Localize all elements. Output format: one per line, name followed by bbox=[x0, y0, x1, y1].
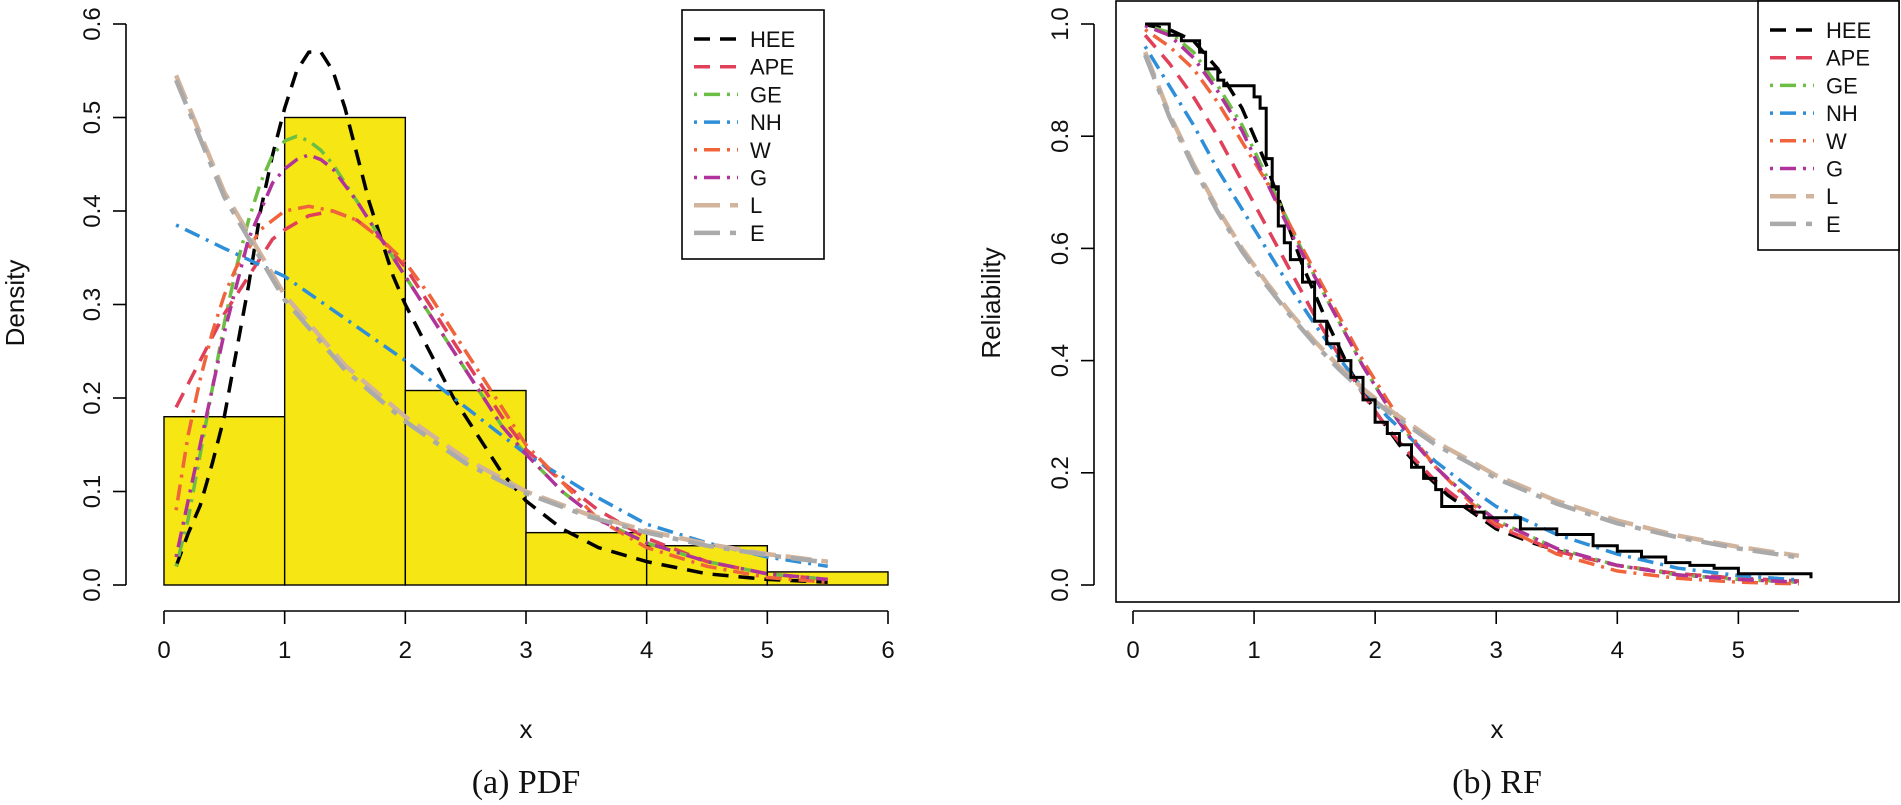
curve-g bbox=[174, 153, 828, 582]
legend-label-hee: HEE bbox=[750, 27, 795, 52]
curve-ape bbox=[1143, 34, 1799, 583]
histogram-bar bbox=[163, 416, 286, 586]
legend-label-nh: NH bbox=[1826, 101, 1858, 126]
y-tick-label: 0.6 bbox=[1047, 232, 1074, 265]
x-tick-label: 3 bbox=[1490, 637, 1503, 664]
legend-label-nh: NH bbox=[750, 110, 782, 135]
legend-label-hee: HEE bbox=[1826, 18, 1871, 43]
x-tick-label: 5 bbox=[761, 637, 774, 664]
y-tick-label: 0.5 bbox=[79, 101, 106, 134]
histogram-bar bbox=[283, 116, 407, 586]
x-tick-label: 0 bbox=[1126, 637, 1139, 664]
rf-x-ticks: 0 1 2 3 4 5 bbox=[1126, 611, 1745, 664]
curve-g bbox=[1144, 24, 1799, 584]
rf-plot-frame bbox=[1115, 0, 1900, 603]
curve-w bbox=[1144, 28, 1799, 586]
y-tick-label: 0.0 bbox=[1047, 568, 1074, 601]
curve-nh bbox=[175, 223, 828, 569]
histogram-bar bbox=[525, 531, 648, 586]
y-tick-label: 0.4 bbox=[1047, 344, 1074, 377]
curve-e bbox=[174, 79, 828, 565]
y-tick-label: 0.0 bbox=[79, 568, 106, 601]
legend-label-ape: APE bbox=[1826, 46, 1870, 71]
legend-label-e: E bbox=[750, 221, 765, 246]
legend-label-ge: GE bbox=[1826, 73, 1858, 98]
y-tick-label: 0.6 bbox=[79, 7, 106, 40]
y-tick-label: 1.0 bbox=[1047, 7, 1074, 40]
x-tick-label: 0 bbox=[157, 637, 170, 664]
x-tick-label: 4 bbox=[1611, 637, 1624, 664]
y-tick-label: 0.2 bbox=[79, 381, 106, 414]
legend-label-ape: APE bbox=[750, 55, 794, 80]
pdf-y-ticks: 0.0 0.1 0.2 0.3 0.4 0.5 0.6 bbox=[79, 7, 126, 602]
pdf-y-axis-label: Density bbox=[0, 260, 30, 347]
y-tick-label: 0.1 bbox=[79, 475, 106, 508]
y-tick-label: 0.8 bbox=[1047, 120, 1074, 153]
rf-curves bbox=[1143, 22, 1800, 586]
x-tick-label: 1 bbox=[1247, 637, 1260, 664]
rf-x-axis-label: x bbox=[1491, 714, 1504, 744]
x-tick-label: 2 bbox=[399, 637, 412, 664]
x-tick-label: 3 bbox=[519, 637, 532, 664]
legend-label-l: L bbox=[750, 193, 762, 218]
curve-l bbox=[174, 74, 828, 564]
legend-label-g: G bbox=[750, 166, 767, 191]
histogram-bar bbox=[404, 389, 527, 586]
legend-label-w: W bbox=[750, 138, 771, 163]
rf-empirical-step bbox=[1145, 22, 1813, 579]
x-tick-label: 1 bbox=[278, 637, 291, 664]
pdf-x-axis-label: x bbox=[520, 714, 533, 744]
legend-label-e: E bbox=[1826, 212, 1841, 237]
pdf-legend-box bbox=[681, 9, 825, 260]
rf-y-axis-label: Reliability bbox=[976, 247, 1006, 358]
pdf-curves bbox=[174, 50, 828, 584]
x-tick-label: 4 bbox=[640, 637, 653, 664]
rf-legend-box bbox=[1757, 0, 1900, 251]
x-tick-label: 5 bbox=[1732, 637, 1745, 664]
curve-hee bbox=[174, 50, 828, 584]
legend-label-ge: GE bbox=[750, 82, 782, 107]
x-tick-label: 2 bbox=[1368, 637, 1381, 664]
legend-label-l: L bbox=[1826, 184, 1838, 209]
y-tick-label: 0.4 bbox=[79, 194, 106, 227]
rf-caption: (b) RF bbox=[1452, 764, 1542, 801]
curve-nh bbox=[1143, 45, 1800, 582]
legend-label-w: W bbox=[1826, 129, 1847, 154]
y-tick-label: 0.3 bbox=[79, 288, 106, 321]
y-tick-label: 0.2 bbox=[1047, 456, 1074, 489]
curve-hee bbox=[1144, 22, 1799, 583]
curve-ge bbox=[174, 134, 828, 582]
rf-y-ticks: 0.0 0.2 0.4 0.6 0.8 1.0 bbox=[1047, 7, 1094, 602]
x-tick-label: 6 bbox=[881, 637, 894, 664]
legend-label-g: G bbox=[1826, 157, 1843, 182]
pdf-x-ticks: 0 1 2 3 4 5 6 bbox=[157, 611, 895, 664]
pdf-caption: (a) PDF bbox=[472, 764, 581, 801]
